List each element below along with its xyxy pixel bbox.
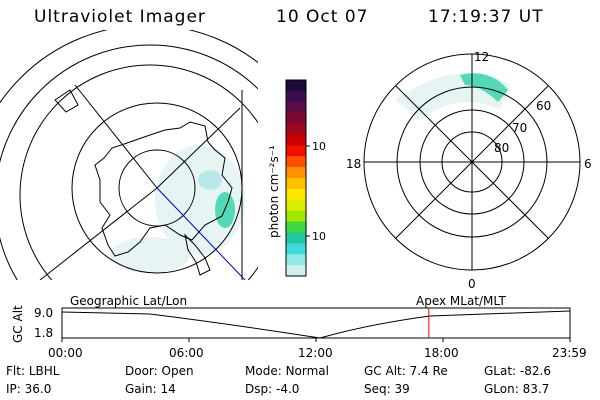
mlt-label-left: 18: [346, 157, 361, 171]
colorbar-band: [286, 188, 306, 201]
altitude-curve: [61, 310, 571, 339]
x-tick-0000: 00:00: [48, 346, 83, 360]
status-seq-key: Seq:: [364, 382, 391, 396]
status-flt: Flt: LBHL: [6, 364, 59, 378]
timeline-left-label: Geographic Lat/Lon: [70, 294, 188, 308]
colorbar-band: [286, 265, 306, 277]
meridians: [39, 84, 241, 280]
y-tick-1-8: 1.8: [34, 326, 53, 340]
aurora-emission-mlt: [395, 73, 510, 120]
colorbar-band: [286, 199, 306, 212]
status-glon-key: GLon:: [484, 382, 519, 396]
mlat-label-80: 80: [494, 141, 509, 155]
status-mode-key: Mode:: [245, 364, 282, 378]
x-tick-1800: 18:00: [424, 346, 459, 360]
status-gain-key: Gain:: [125, 382, 157, 396]
x-tick-1200: 12:00: [298, 346, 333, 360]
timeline-right-label: Apex MLat/MLT: [416, 294, 506, 308]
x-tick-2359: 23:59: [552, 346, 587, 360]
colorbar-band: [286, 210, 306, 223]
colorbar-band: [286, 178, 306, 190]
colorbar-unit-label: photon cm⁻²s⁻¹: [267, 145, 281, 238]
status-seq-value: 39: [394, 382, 410, 396]
status-glon-value: 83.7: [522, 382, 550, 396]
mlat-label-70: 70: [512, 121, 527, 135]
terminator-line: [156, 187, 246, 280]
colorbar-gradient: [286, 80, 306, 277]
time-label: 17:19:37 UT: [428, 7, 544, 27]
antarctica-coastline: [94, 121, 233, 257]
status-dsp-key: Dsp:: [245, 382, 273, 396]
mlt-label-bottom: 0: [468, 277, 476, 290]
mlt-meridians: [364, 54, 580, 270]
colorbar-band: [286, 156, 306, 168]
status-gc-alt-key: GC Alt:: [364, 364, 406, 378]
x-ticks: [61, 338, 571, 342]
colorbar-band: [286, 112, 306, 125]
colorbar-band: [286, 134, 306, 146]
colorbar-tick-100: 100: [312, 140, 326, 153]
date-label: 10 Oct 07: [276, 7, 369, 27]
x-tick-0600: 06:00: [169, 346, 204, 360]
status-glat: GLat: -82.6: [484, 364, 551, 378]
colorbar-band: [286, 221, 306, 233]
status-seq: Seq: 39: [364, 382, 410, 396]
status-glon: GLon: 83.7: [484, 382, 549, 396]
status-flt-value: LBHL: [28, 364, 60, 378]
colorbar-band: [286, 243, 306, 255]
colorbar-band: [286, 123, 306, 135]
colorbar: 100 10 photon cm⁻²s⁻¹: [267, 79, 326, 277]
colorbar-band: [286, 80, 306, 92]
colorbar-band: [286, 145, 306, 157]
status-door-key: Door:: [125, 364, 158, 378]
status-gain: Gain: 14: [125, 382, 176, 396]
colorbar-band: [286, 254, 306, 266]
status-flt-key: Flt:: [6, 364, 25, 378]
status-glat-key: GLat:: [484, 364, 517, 378]
colorbar-band: [286, 101, 306, 114]
status-glat-value: -82.6: [519, 364, 551, 378]
geographic-map: [0, 30, 258, 280]
status-ip-key: IP:: [6, 382, 21, 396]
y-tick-9: 9.0: [34, 306, 53, 320]
status-gc-alt: GC Alt: 7.4 Re: [364, 364, 448, 378]
mlt-label-top: 12: [474, 50, 489, 64]
altitude-timeline: 9.0 1.8 GC Alt: [11, 305, 571, 343]
status-mode: Mode: Normal: [245, 364, 329, 378]
magnetic-map: 12 0 18 6 60 70 80: [346, 50, 592, 290]
mlt-label-right: 6: [584, 157, 592, 171]
colorbar-band: [286, 167, 306, 179]
gc-alt-axis-title: GC Alt: [11, 305, 25, 343]
colorbar-band: [286, 90, 306, 103]
status-ip-value: 36.0: [24, 382, 52, 396]
status-gc-alt-value: 7.4 Re: [409, 364, 448, 378]
status-dsp: Dsp: -4.0: [245, 382, 299, 396]
status-door-value: Open: [161, 364, 194, 378]
mlat-label-60: 60: [536, 99, 551, 113]
colorbar-band: [286, 232, 306, 244]
status-dsp-value: -4.0: [275, 382, 300, 396]
instrument-title: Ultraviolet Imager: [34, 7, 206, 27]
status-door: Door: Open: [125, 364, 194, 378]
status-ip: IP: 36.0: [6, 382, 51, 396]
status-mode-value: Normal: [285, 364, 329, 378]
status-gain-value: 14: [160, 382, 176, 396]
colorbar-tick-10: 10: [312, 230, 326, 243]
timeline-frame: [61, 307, 571, 339]
